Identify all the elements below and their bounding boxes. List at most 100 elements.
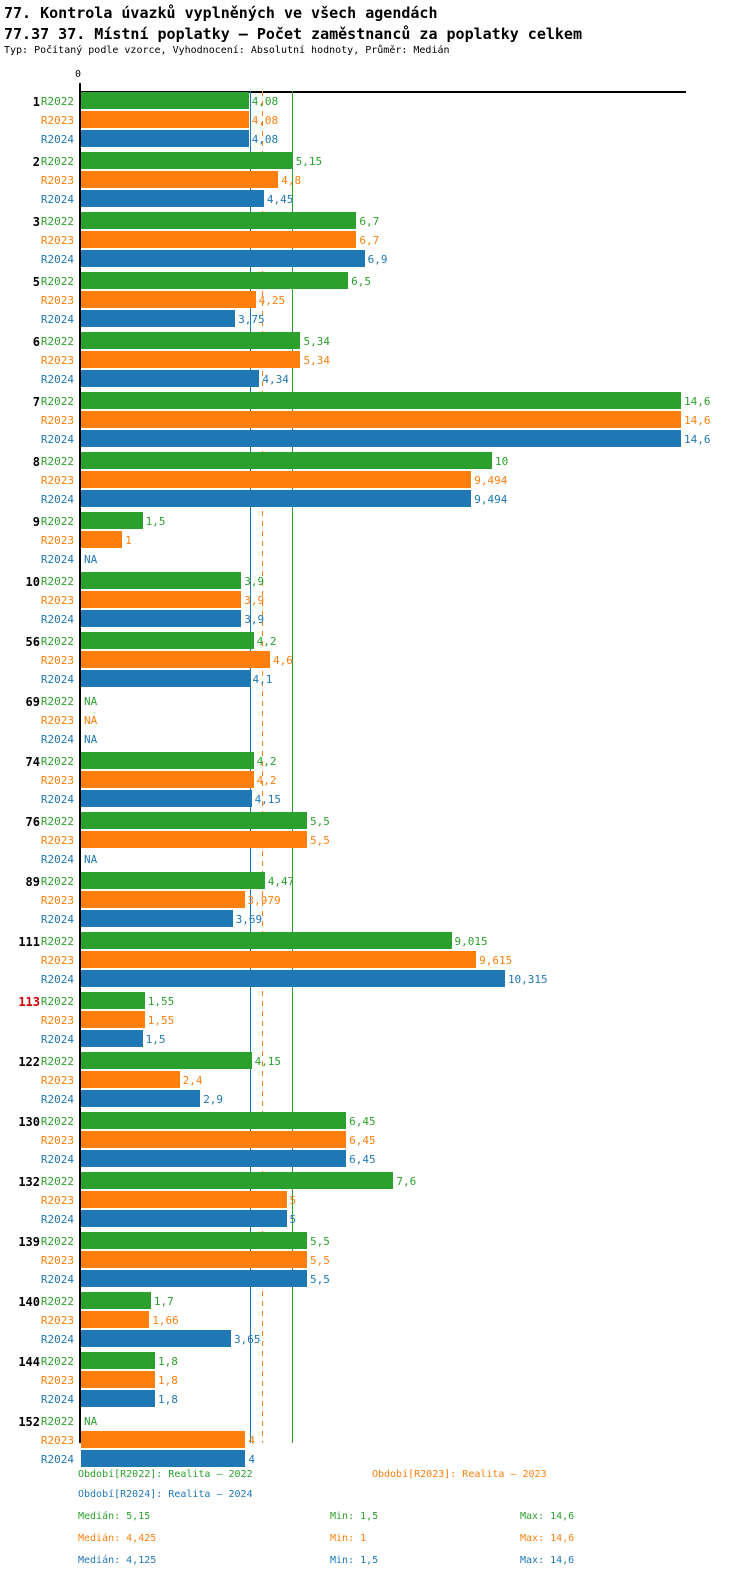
bar-2-r2024[interactable] xyxy=(81,190,264,207)
bar-6-r2024[interactable] xyxy=(81,370,260,387)
bar-144-r2023[interactable] xyxy=(81,1371,155,1388)
bar-139-r2023[interactable] xyxy=(81,1251,308,1268)
bar-111-r2022[interactable] xyxy=(81,932,452,949)
bar-130-r2024[interactable] xyxy=(81,1150,347,1167)
bar-7-r2022[interactable] xyxy=(81,392,682,409)
bar-10-r2023[interactable] xyxy=(81,591,242,608)
bar-value-152-r2024: 4 xyxy=(248,1453,256,1466)
group-label-9: 9 xyxy=(32,515,40,529)
bar-value-89-r2024: 3,69 xyxy=(235,913,263,926)
bar-111-r2024[interactable] xyxy=(81,970,505,987)
bar-value-144-r2022: 1,8 xyxy=(157,1355,178,1368)
series-label-r2022: R2022 xyxy=(40,395,74,408)
bar-3-r2023[interactable] xyxy=(81,231,357,248)
group-label-139: 139 xyxy=(18,1235,40,1249)
bar-value-7-r2022: 14,6 xyxy=(684,395,711,408)
bar-na-69-r2023: NA xyxy=(84,714,98,727)
group-label-10: 10 xyxy=(25,575,40,589)
bar-122-r2023[interactable] xyxy=(81,1071,180,1088)
legend-median-1: Medián: 4,425 xyxy=(78,1533,157,1544)
series-label-r2023: R2023 xyxy=(40,894,74,907)
series-label-r2023: R2023 xyxy=(40,294,74,307)
bar-10-r2022[interactable] xyxy=(81,572,242,589)
bar-1-r2022[interactable] xyxy=(81,92,249,109)
bar-10-r2024[interactable] xyxy=(81,610,242,627)
bar-8-r2023[interactable] xyxy=(81,471,472,488)
bar-140-r2023[interactable] xyxy=(81,1311,150,1328)
bar-89-r2024[interactable] xyxy=(81,910,233,927)
series-label-r2022: R2022 xyxy=(40,635,74,648)
bar-5-r2022[interactable] xyxy=(81,272,349,289)
bar-152-r2023[interactable] xyxy=(81,1431,246,1448)
bar-76-r2022[interactable] xyxy=(81,812,308,829)
bar-132-r2022[interactable] xyxy=(81,1172,394,1189)
bar-6-r2022[interactable] xyxy=(81,332,301,349)
bar-132-r2023[interactable] xyxy=(81,1191,287,1208)
bar-3-r2024[interactable] xyxy=(81,250,365,267)
bar-2-r2022[interactable] xyxy=(81,152,293,169)
series-label-r2024: R2024 xyxy=(40,793,74,806)
group-label-76: 76 xyxy=(25,815,40,829)
bar-3-r2022[interactable] xyxy=(81,212,357,229)
bar-8-r2024[interactable] xyxy=(81,490,472,507)
bar-74-r2022[interactable] xyxy=(81,752,254,769)
bar-6-r2023[interactable] xyxy=(81,351,301,368)
series-label-r2023: R2023 xyxy=(40,1194,74,1207)
bar-na-69-r2022: NA xyxy=(84,695,98,708)
bar-value-140-r2024: 3,65 xyxy=(234,1333,261,1346)
group-label-7: 7 xyxy=(32,395,40,409)
bar-140-r2022[interactable] xyxy=(81,1292,151,1309)
bar-9-r2023[interactable] xyxy=(81,531,123,548)
bar-144-r2022[interactable] xyxy=(81,1352,155,1369)
bar-89-r2022[interactable] xyxy=(81,872,265,889)
axis-zero-label: 0 xyxy=(75,69,82,80)
axis-zero-line xyxy=(79,91,81,1443)
bar-7-r2023[interactable] xyxy=(81,411,682,428)
bar-56-r2023[interactable] xyxy=(81,651,271,668)
series-label-r2024: R2024 xyxy=(40,193,74,206)
bar-122-r2022[interactable] xyxy=(81,1052,252,1069)
bar-value-8-r2024: 9,494 xyxy=(474,493,508,506)
series-label-r2022: R2022 xyxy=(40,695,74,708)
bar-9-r2022[interactable] xyxy=(81,512,143,529)
bar-2-r2023[interactable] xyxy=(81,171,279,188)
bar-89-r2023[interactable] xyxy=(81,891,245,908)
bar-113-r2024[interactable] xyxy=(81,1030,143,1047)
legend-item-1: Období[R2023]: Realita – 2023 xyxy=(372,1469,547,1480)
bar-139-r2024[interactable] xyxy=(81,1270,308,1287)
bar-76-r2023[interactable] xyxy=(81,831,308,848)
bar-122-r2024[interactable] xyxy=(81,1090,201,1107)
bar-8-r2022[interactable] xyxy=(81,452,492,469)
bar-152-r2024[interactable] xyxy=(81,1450,246,1467)
series-label-r2023: R2023 xyxy=(40,1434,74,1447)
bar-113-r2022[interactable] xyxy=(81,992,145,1009)
bar-value-130-r2022: 6,45 xyxy=(349,1115,376,1128)
bar-7-r2024[interactable] xyxy=(81,430,682,447)
bar-1-r2023[interactable] xyxy=(81,111,249,128)
bar-144-r2024[interactable] xyxy=(81,1390,155,1407)
bar-na-76-r2024: NA xyxy=(84,853,98,866)
bar-1-r2024[interactable] xyxy=(81,130,249,147)
series-label-r2023: R2023 xyxy=(40,1014,74,1027)
bar-132-r2024[interactable] xyxy=(81,1210,287,1227)
bar-value-111-r2022: 9,015 xyxy=(454,935,488,948)
series-label-r2022: R2022 xyxy=(40,1235,74,1248)
bar-value-139-r2024: 5,5 xyxy=(310,1273,330,1286)
bar-56-r2024[interactable] xyxy=(81,670,250,687)
series-label-r2022: R2022 xyxy=(40,335,74,348)
bar-111-r2023[interactable] xyxy=(81,951,477,968)
legend-item-0: Období[R2022]: Realita – 2022 xyxy=(78,1469,253,1480)
bar-130-r2023[interactable] xyxy=(81,1131,347,1148)
bar-113-r2023[interactable] xyxy=(81,1011,145,1028)
bar-na-152-r2022: NA xyxy=(84,1415,98,1428)
bar-130-r2022[interactable] xyxy=(81,1112,347,1129)
bar-74-r2023[interactable] xyxy=(81,771,254,788)
bar-140-r2024[interactable] xyxy=(81,1330,231,1347)
bar-value-1-r2024: 4,08 xyxy=(251,133,279,146)
bar-56-r2022[interactable] xyxy=(81,632,254,649)
bar-5-r2024[interactable] xyxy=(81,310,236,327)
bar-139-r2022[interactable] xyxy=(81,1232,308,1249)
bar-5-r2023[interactable] xyxy=(81,291,256,308)
bar-74-r2024[interactable] xyxy=(81,790,252,807)
bar-value-7-r2024: 14,6 xyxy=(684,433,711,446)
